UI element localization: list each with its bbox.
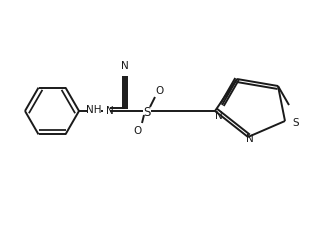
Text: N: N (215, 111, 223, 120)
Text: O: O (155, 86, 163, 95)
Text: N: N (106, 106, 114, 115)
Text: N: N (246, 134, 254, 143)
Text: N: N (121, 61, 129, 71)
Text: O: O (133, 125, 141, 135)
Text: NH: NH (86, 105, 102, 114)
Text: S: S (292, 117, 299, 128)
Text: S: S (143, 105, 151, 118)
